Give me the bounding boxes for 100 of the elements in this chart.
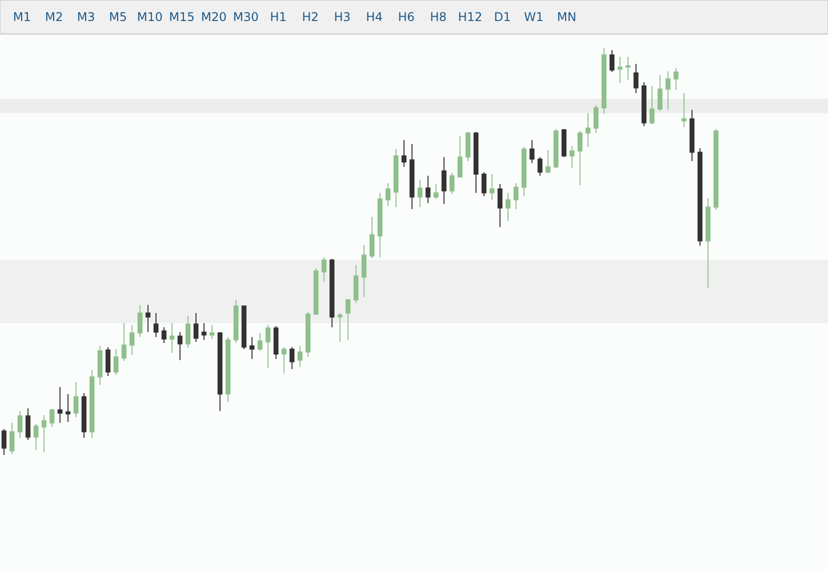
text: H6 xyxy=(398,10,415,24)
candlestick xyxy=(490,174,494,200)
candlestick xyxy=(290,346,294,370)
candlestick xyxy=(58,386,62,424)
candlestick xyxy=(394,148,398,208)
candlestick xyxy=(618,56,622,84)
text: M10 xyxy=(137,10,163,24)
text: MN xyxy=(557,10,576,24)
candlestick xyxy=(578,130,582,186)
candlestick xyxy=(378,192,382,258)
text: H1 xyxy=(270,10,287,24)
candlestick xyxy=(626,56,630,81)
candlestick xyxy=(650,85,654,125)
text: W1 xyxy=(524,10,544,24)
candlestick xyxy=(514,182,518,210)
candlestick xyxy=(370,216,374,259)
candlestick xyxy=(338,312,342,342)
text: M1 xyxy=(13,10,31,24)
candlestick xyxy=(274,325,278,360)
text: M5 xyxy=(109,10,127,24)
candlestick xyxy=(18,410,22,438)
candlestick xyxy=(690,109,694,162)
candlestick xyxy=(226,336,230,403)
text: H3 xyxy=(334,10,351,24)
candlestick xyxy=(266,324,270,368)
candlestick xyxy=(186,315,190,348)
text: H2 xyxy=(302,10,319,24)
candlestick xyxy=(82,392,86,438)
candlestick xyxy=(218,332,222,412)
text: M3 xyxy=(77,10,95,24)
candlestick xyxy=(418,179,422,208)
candlestick xyxy=(714,128,718,210)
candlestick xyxy=(282,346,286,374)
candlestick xyxy=(122,322,126,362)
candlestick xyxy=(2,428,6,456)
candlestick xyxy=(354,264,358,304)
candlestick xyxy=(50,408,54,428)
candlestick xyxy=(450,172,454,195)
candlestick xyxy=(106,346,110,377)
candlestick xyxy=(674,67,678,90)
candlestick xyxy=(554,128,558,169)
candlestick xyxy=(242,306,246,350)
candlestick xyxy=(98,345,102,386)
candlestick xyxy=(42,414,46,453)
candlestick xyxy=(610,50,614,73)
candlestick xyxy=(306,312,310,358)
candlestick xyxy=(298,345,302,368)
text: M30 xyxy=(233,10,259,24)
candlestick xyxy=(586,112,590,148)
candlestick xyxy=(346,298,350,340)
candlestick xyxy=(194,312,198,342)
candlestick xyxy=(426,175,430,204)
candlestick xyxy=(498,183,502,228)
candlestick xyxy=(250,336,254,360)
candlestick xyxy=(474,131,478,194)
candlestick xyxy=(74,382,78,418)
candlestick xyxy=(202,322,206,340)
candlestick xyxy=(10,422,14,455)
candlestick xyxy=(434,183,438,200)
candlestick xyxy=(362,244,366,298)
text: M20 xyxy=(201,10,227,24)
candlestick xyxy=(210,324,214,340)
candlestick xyxy=(546,150,550,174)
candlestick xyxy=(114,348,118,376)
candlestick xyxy=(706,198,710,289)
candlestick xyxy=(698,148,702,246)
candlestick xyxy=(26,408,30,440)
candlestick xyxy=(642,82,646,127)
candlestick xyxy=(234,299,238,344)
candlestick xyxy=(458,135,462,178)
candlestick xyxy=(658,74,662,112)
candlestick xyxy=(154,312,158,338)
candlestick xyxy=(530,139,534,164)
candlestick xyxy=(314,268,318,316)
candlestick xyxy=(442,156,446,204)
candlestick xyxy=(410,144,414,210)
candlestick xyxy=(602,48,606,114)
candlestick xyxy=(130,324,134,356)
candlestick xyxy=(682,92,686,128)
candlestick xyxy=(138,304,142,338)
candlestick xyxy=(538,156,542,176)
text: D1 xyxy=(494,10,511,24)
candlestick xyxy=(66,393,70,423)
candlestick xyxy=(170,322,174,354)
candlestick xyxy=(482,172,486,197)
candlestick xyxy=(386,182,390,206)
candlestick xyxy=(178,332,182,361)
candlestick xyxy=(402,139,406,168)
text: H12 xyxy=(458,10,482,24)
candlestick xyxy=(162,326,166,344)
text: H4 xyxy=(366,10,383,24)
candlestick xyxy=(522,146,526,197)
candlestick xyxy=(330,258,334,328)
text: M2 xyxy=(45,10,63,24)
candlestick xyxy=(146,304,150,333)
candlestick xyxy=(466,131,470,162)
candlestick xyxy=(570,146,574,169)
candlestick xyxy=(34,424,38,451)
text: H8 xyxy=(430,10,447,24)
candlestick xyxy=(506,192,510,222)
